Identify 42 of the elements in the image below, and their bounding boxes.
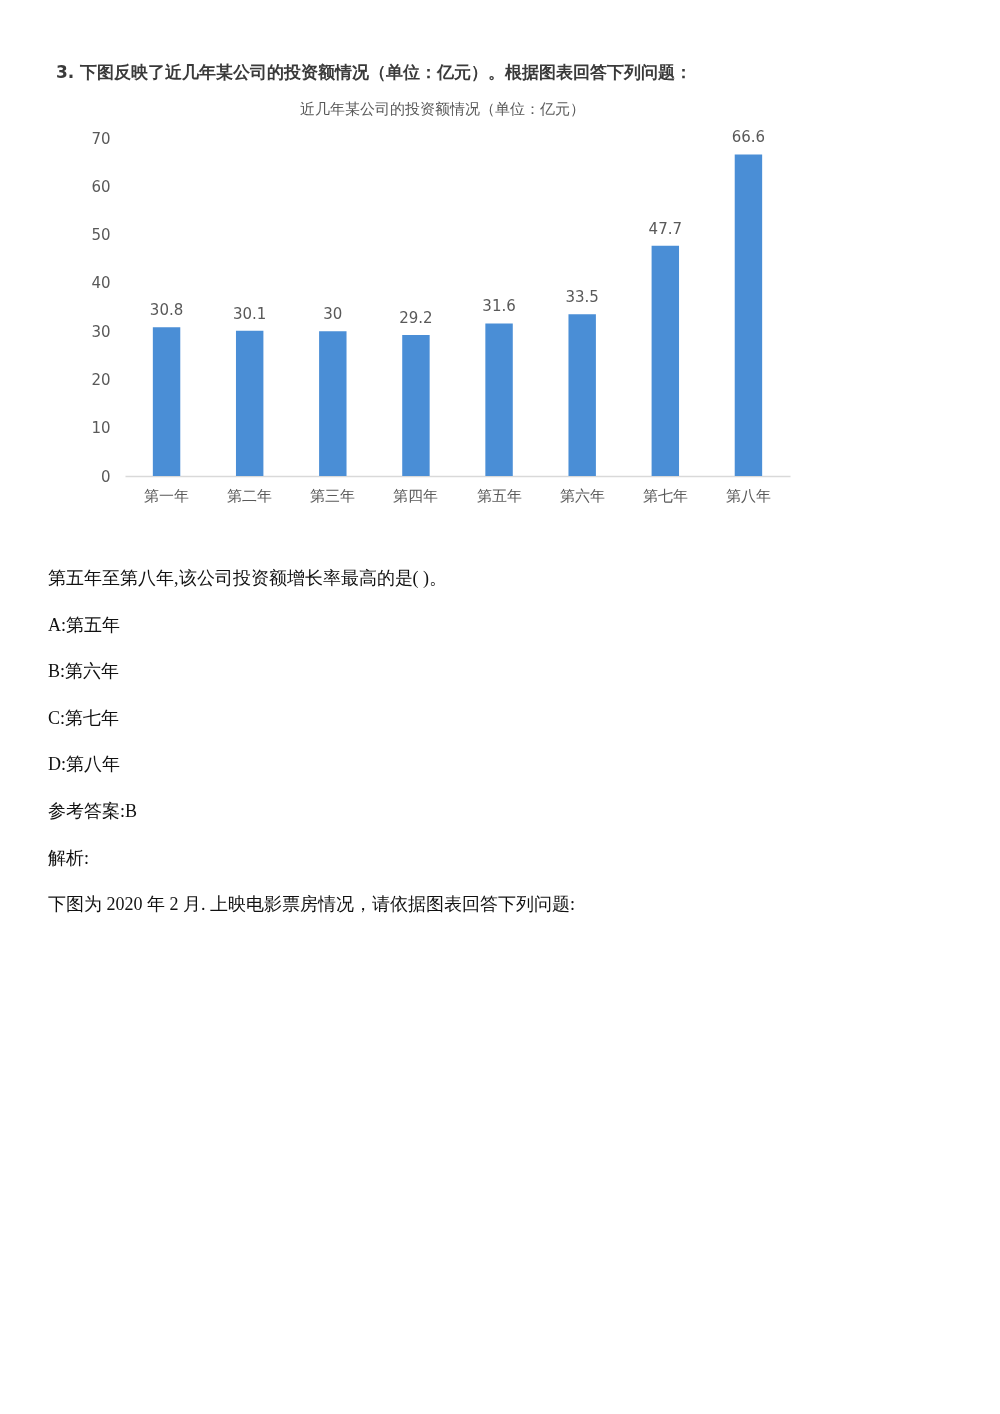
x-tick-label: 第三年 [310, 486, 356, 505]
data-label: 66.6 [731, 128, 766, 147]
text: C:第七年 [48, 707, 120, 728]
bar [235, 330, 264, 476]
y-tick-label: 10 [91, 419, 111, 438]
data-label: 47.7 [648, 219, 683, 238]
text: 3. 下图反映了近几年某公司的投资额情况（单位：亿元）。根据图表回答下列问题： [56, 62, 693, 82]
chart-title: 近几年某公司的投资额情况（单位：亿元） [300, 100, 585, 118]
bar [651, 245, 680, 476]
y-tick-label: 20 [91, 370, 111, 389]
data-label: 29.2 [399, 309, 433, 328]
data-label: 30 [323, 305, 343, 324]
text: 第五年至第八年,该公司投资额增长率最高的是( )。 [48, 568, 447, 589]
bar [568, 314, 596, 476]
x-tick-label: 第五年 [476, 486, 522, 505]
bar [734, 154, 763, 476]
x-tick-label: 第四年 [393, 486, 439, 505]
bar [319, 331, 347, 476]
x-tick-label: 第二年 [227, 486, 273, 505]
y-tick-label: 60 [91, 177, 111, 196]
x-tick-label: 第八年 [725, 486, 771, 505]
bar [402, 335, 430, 476]
data-label: 30.1 [232, 304, 267, 323]
x-tick-label: 第七年 [642, 486, 688, 505]
y-tick-label: 70 [91, 129, 111, 148]
y-tick-label: 50 [91, 226, 111, 245]
data-label: 30.8 [149, 301, 184, 320]
data-label: 33.5 [565, 288, 599, 307]
text: A:第五年 [48, 614, 120, 635]
data-label: 31.6 [482, 297, 516, 316]
text: 解析: [48, 847, 90, 868]
y-tick-label: 40 [91, 274, 111, 293]
y-tick-label: 0 [100, 467, 111, 486]
bar [152, 327, 181, 476]
y-tick-label: 30 [91, 322, 111, 341]
text: D:第八年 [48, 754, 120, 775]
text: B:第六年 [48, 661, 120, 682]
text: 下图为 2020 年 2 月. 上映电影票房情况，请依据图表回答下列问题: [48, 894, 576, 915]
x-tick-label: 第一年 [144, 486, 190, 505]
bar [485, 323, 513, 476]
text: 参考答案:B [48, 801, 138, 821]
x-tick-label: 第六年 [559, 486, 605, 505]
